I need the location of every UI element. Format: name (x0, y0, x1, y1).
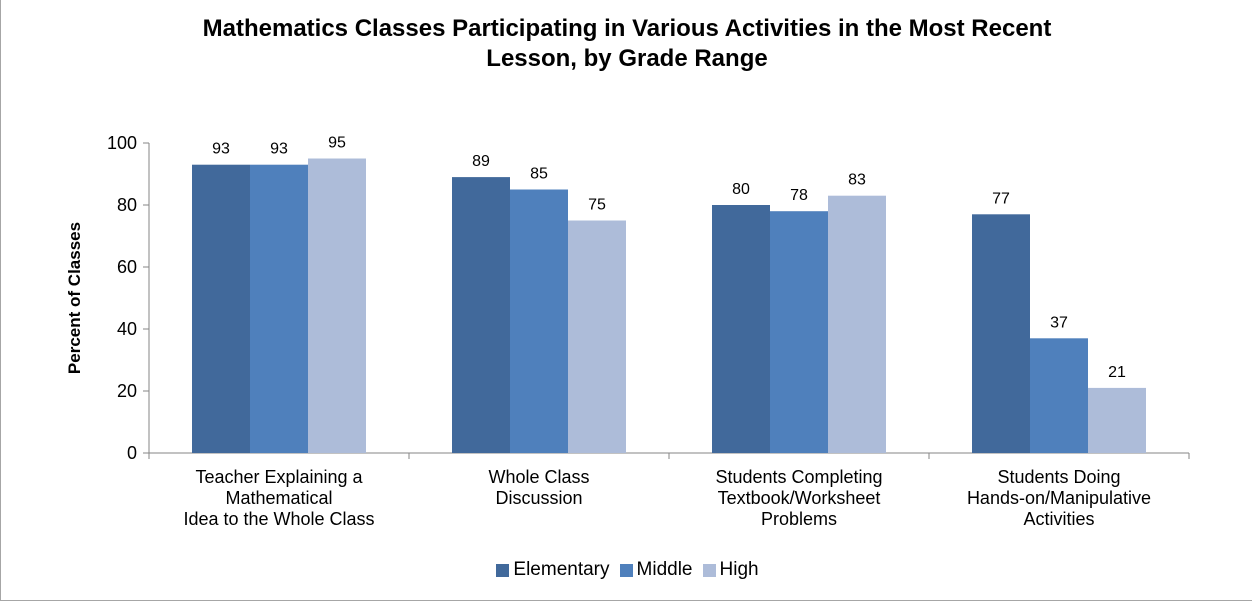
bar (308, 158, 366, 453)
y-axis-label: Percent of Classes (65, 222, 84, 374)
bar (770, 211, 828, 453)
x-category-label: Idea to the Whole Class (183, 509, 374, 529)
y-tick-label: 60 (117, 257, 137, 277)
x-category-label: Discussion (495, 488, 582, 508)
data-label: 83 (848, 172, 866, 189)
x-category-label: Hands-on/Manipulative (967, 488, 1151, 508)
data-label: 77 (992, 190, 1010, 207)
bar (828, 195, 886, 453)
x-category-label: Problems (761, 509, 837, 529)
legend-label: Elementary (513, 559, 610, 580)
bar (510, 189, 568, 453)
data-label: 85 (530, 166, 548, 183)
bar (250, 164, 308, 453)
bar (712, 205, 770, 453)
legend-swatch (702, 563, 716, 577)
y-tick-label: 40 (117, 319, 137, 339)
chart-plot: 0 20 40 60 80 100 Percent of Classes 93 93 95 Teac… (65, 133, 1190, 529)
bar (1030, 338, 1088, 453)
bar (1088, 387, 1146, 453)
x-category-label: Whole Class (488, 467, 589, 487)
y-tick-label: 80 (117, 195, 137, 215)
x-category-label: Teacher Explaining a (195, 467, 363, 487)
bar (972, 214, 1030, 453)
legend-swatch (619, 563, 633, 577)
bar (192, 164, 250, 453)
legend-item: Elementary (496, 559, 610, 581)
data-label: 93 (270, 141, 288, 158)
y-tick-label: 0 (127, 443, 137, 463)
data-label: 78 (790, 187, 808, 204)
chart-title: Mathematics Classes Participating in Var… (202, 15, 1052, 72)
data-label: 75 (588, 197, 606, 214)
data-label: 93 (212, 141, 230, 158)
chart-legend: Elementary Middle High (1, 559, 1253, 583)
x-category-label: Activities (1023, 509, 1094, 529)
data-label: 37 (1050, 314, 1068, 331)
legend-swatch (496, 563, 510, 577)
data-label: 80 (732, 181, 750, 198)
data-label: 89 (472, 153, 490, 170)
x-category-label: Students Completing (715, 467, 882, 487)
bar (452, 177, 510, 453)
x-category-label: Students Doing (997, 467, 1120, 487)
y-tick-label: 20 (117, 381, 137, 401)
legend-label: Middle (636, 559, 693, 580)
legend-label: High (719, 559, 759, 580)
legend-item: Middle (619, 559, 693, 581)
legend-item: High (702, 559, 759, 581)
x-category-label: Mathematical (225, 488, 332, 508)
x-category-label: Textbook/Worksheet (718, 488, 881, 508)
y-tick-label: 100 (107, 133, 137, 153)
data-label: 95 (328, 135, 346, 152)
bar (568, 220, 626, 453)
data-label: 21 (1108, 364, 1126, 381)
